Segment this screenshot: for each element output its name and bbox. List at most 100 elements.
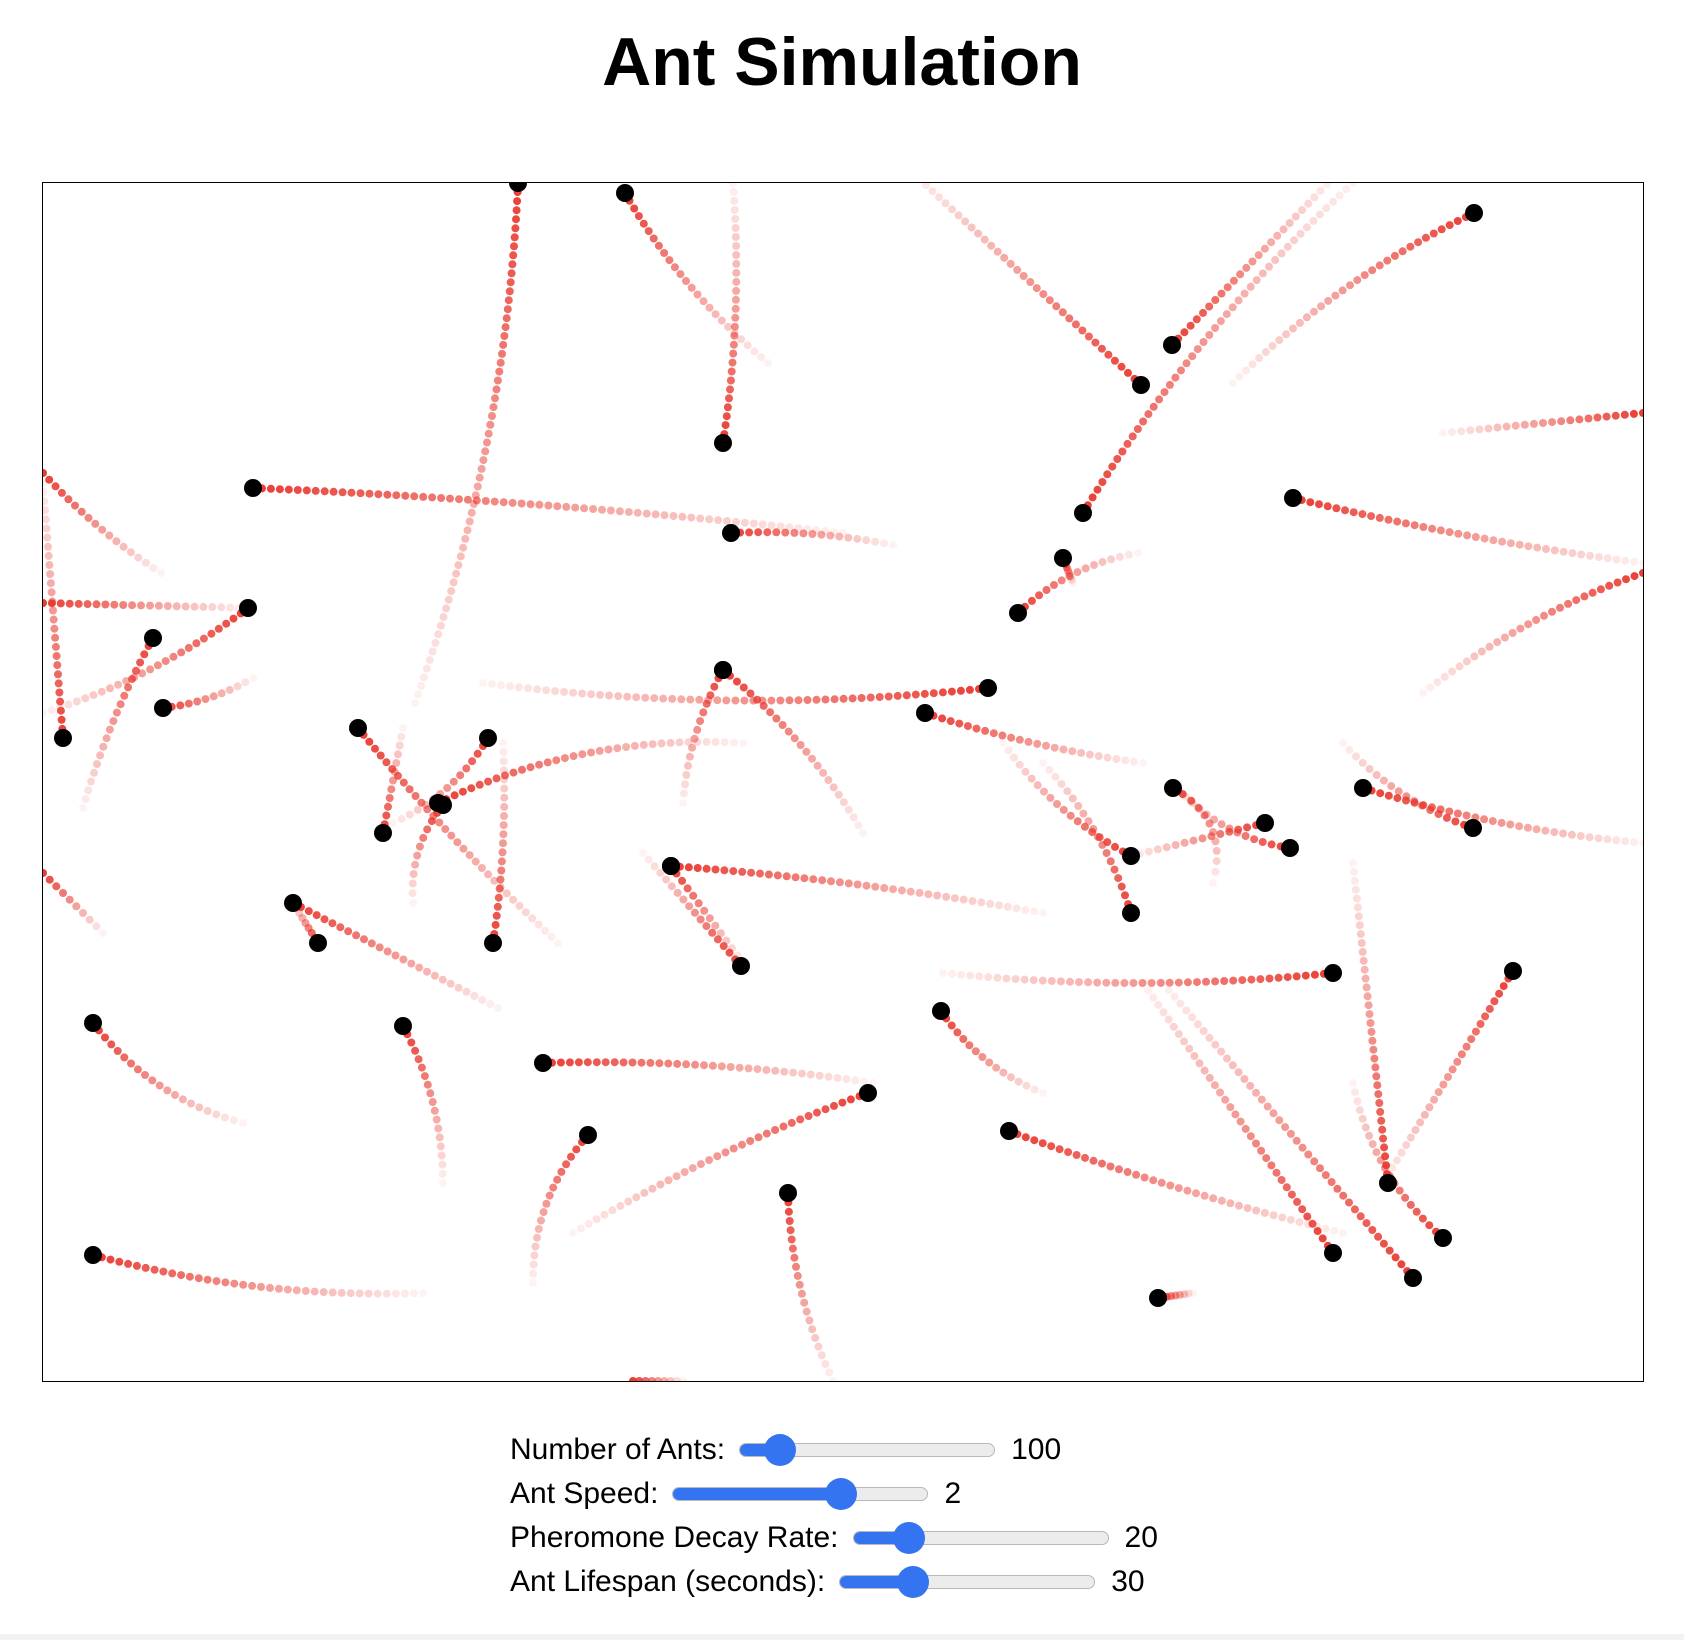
control-row-decay: Pheromone Decay Rate: 20 xyxy=(510,1516,1158,1560)
pheromone-trail xyxy=(43,604,252,717)
pheromone-trail xyxy=(569,1089,872,1237)
bottom-strip xyxy=(0,1634,1684,1640)
ant xyxy=(979,679,997,697)
pheromone-trail xyxy=(1127,819,1269,860)
pheromone-trail xyxy=(1159,979,1417,1282)
ants-slider-thumb[interactable] xyxy=(764,1434,797,1466)
pheromone-trail xyxy=(679,666,727,807)
page-title: Ant Simulation xyxy=(602,24,1082,100)
ant xyxy=(1164,779,1182,797)
speed-value: 2 xyxy=(944,1477,962,1510)
ant xyxy=(429,794,447,812)
ant xyxy=(1149,1289,1167,1307)
ant xyxy=(154,699,172,717)
pheromone-trail xyxy=(937,1007,1047,1097)
speed-label: Ant Speed: xyxy=(510,1477,659,1510)
pheromone-trail xyxy=(89,1251,427,1298)
lifespan-value: 30 xyxy=(1111,1565,1145,1598)
ant xyxy=(1054,549,1072,567)
ant xyxy=(1000,1122,1018,1140)
pheromone-trail xyxy=(1289,494,1643,567)
ant xyxy=(859,1084,877,1102)
ant xyxy=(1465,204,1483,222)
ant xyxy=(349,719,367,737)
ant xyxy=(722,524,740,542)
ant xyxy=(1354,779,1372,797)
ant xyxy=(662,857,680,875)
ant xyxy=(394,1017,412,1035)
decay-slider[interactable] xyxy=(852,1518,1109,1558)
pheromone-trail xyxy=(727,528,897,549)
ant xyxy=(1163,336,1181,354)
decay-slider-thumb[interactable] xyxy=(892,1522,925,1554)
lifespan-slider[interactable] xyxy=(839,1562,1096,1602)
ant xyxy=(374,824,392,842)
ant xyxy=(916,704,934,722)
ant xyxy=(534,1054,552,1072)
ant xyxy=(1256,814,1274,832)
ant xyxy=(84,1246,102,1264)
simulation-canvas[interactable] xyxy=(42,182,1644,1382)
ant xyxy=(244,479,262,497)
pheromone-trail xyxy=(921,709,1147,767)
lifespan-slider-thumb[interactable] xyxy=(897,1566,930,1598)
pheromone-trail xyxy=(43,479,67,742)
pheromone-trail xyxy=(89,1019,247,1127)
ant xyxy=(1284,489,1302,507)
ant xyxy=(779,1184,797,1202)
speed-slider-fill xyxy=(673,1488,842,1500)
ant xyxy=(714,661,732,679)
pheromone-trail xyxy=(43,869,107,937)
ant xyxy=(509,183,527,192)
ant xyxy=(1009,604,1027,622)
ant xyxy=(144,629,162,647)
pheromone-trail xyxy=(1139,979,1337,1257)
ant xyxy=(579,1126,597,1144)
ant xyxy=(84,1014,102,1032)
ant xyxy=(54,729,72,747)
pheromone-trail xyxy=(411,183,522,707)
control-row-speed: Ant Speed: 2 xyxy=(510,1472,1158,1516)
ant xyxy=(1504,962,1522,980)
pheromone-trail xyxy=(918,183,1145,389)
controls-panel: Number of Ants: 100 Ant Speed: 2 Pheromo… xyxy=(510,1428,1158,1604)
ant xyxy=(732,957,750,975)
ant xyxy=(1324,964,1342,982)
ant xyxy=(1379,1174,1397,1192)
pheromone-trail xyxy=(399,1022,447,1187)
pheromone-trail xyxy=(489,739,509,947)
ant xyxy=(479,729,497,747)
pheromone-trail xyxy=(479,679,992,705)
ants-slider[interactable] xyxy=(739,1430,996,1470)
ant xyxy=(1122,904,1140,922)
pheromone-trail xyxy=(1419,569,1643,697)
ant xyxy=(1074,504,1092,522)
ant xyxy=(1404,1269,1422,1287)
pheromone-trail xyxy=(1168,183,1331,349)
speed-slider-thumb[interactable] xyxy=(825,1478,858,1510)
control-row-lifespan: Ant Lifespan (seconds): 30 xyxy=(510,1560,1158,1604)
ant xyxy=(1281,839,1299,857)
pheromone-trail xyxy=(43,469,165,577)
pheromone-trail xyxy=(289,899,502,1012)
ant xyxy=(714,434,732,452)
pheromone-trail xyxy=(1229,209,1478,387)
pheromone-trail xyxy=(1169,784,1221,887)
ant xyxy=(1122,847,1140,865)
pheromone-trail xyxy=(667,862,1047,917)
pheromone-trail xyxy=(1379,967,1517,1187)
pheromone-trail xyxy=(539,1058,877,1087)
decay-value: 20 xyxy=(1124,1521,1158,1554)
ants-value: 100 xyxy=(1011,1433,1062,1466)
lifespan-label: Ant Lifespan (seconds): xyxy=(510,1565,826,1598)
ant xyxy=(239,599,257,617)
simulation-svg xyxy=(43,183,1643,1381)
ant xyxy=(309,934,327,952)
pheromone-trail xyxy=(79,634,157,812)
ant xyxy=(932,1002,950,1020)
speed-slider[interactable] xyxy=(672,1474,929,1514)
pheromone-trail xyxy=(629,1377,687,1381)
pheromone-trail xyxy=(1439,409,1643,437)
pheromone-trail xyxy=(667,862,747,967)
pheromone-trail xyxy=(529,1131,592,1287)
